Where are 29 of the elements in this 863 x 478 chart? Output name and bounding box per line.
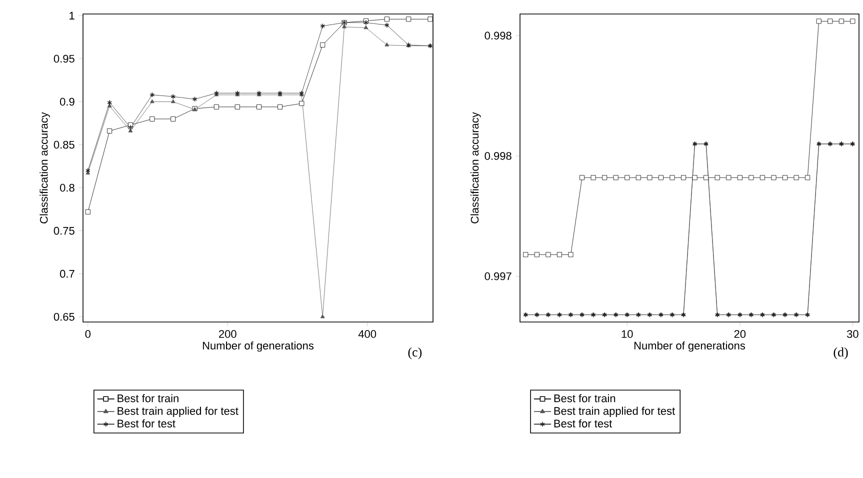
y-tick-label: 0.998 <box>484 152 512 160</box>
y-tick-label: 0.95 <box>54 54 74 63</box>
y-tick-label: 0.998 <box>484 32 512 40</box>
x-tick-label: 10 <box>622 330 633 338</box>
x-tick-label: 200 <box>218 330 236 338</box>
legend-label: Best for train <box>118 394 178 402</box>
x-tick-label: 0 <box>85 330 91 338</box>
legend-label: Best train applied for test <box>554 406 676 418</box>
text: (d) <box>834 347 848 360</box>
text: (c) <box>408 347 422 360</box>
y-tick-label: 0.997 <box>484 272 512 280</box>
y-tick-label: 0.85 <box>54 140 74 149</box>
legend-label: Best for test <box>118 419 176 428</box>
y-tick-label: 0.75 <box>54 226 74 235</box>
x-axis-title: Number of generations <box>634 341 746 352</box>
y-tick-label: 0.65 <box>54 312 74 321</box>
legend-label: Best train applied for test <box>118 406 238 418</box>
x-tick-label: 20 <box>734 330 746 338</box>
y-axis-title: Classification accuracy <box>40 112 50 224</box>
x-tick-label: 400 <box>358 330 376 338</box>
y-tick-label: 0.7 <box>60 270 74 278</box>
y-tick-label: 1 <box>70 12 74 20</box>
y-axis-title: Classification accuracy <box>470 112 481 224</box>
x-tick-label: 30 <box>846 330 858 338</box>
y-tick-label: 0.8 <box>60 184 74 192</box>
legend-label: Best for test <box>554 419 612 428</box>
y-tick-label: 0.9 <box>60 98 74 106</box>
x-axis-title: Number of generations <box>202 341 314 352</box>
legend-label: Best for train <box>554 394 616 402</box>
